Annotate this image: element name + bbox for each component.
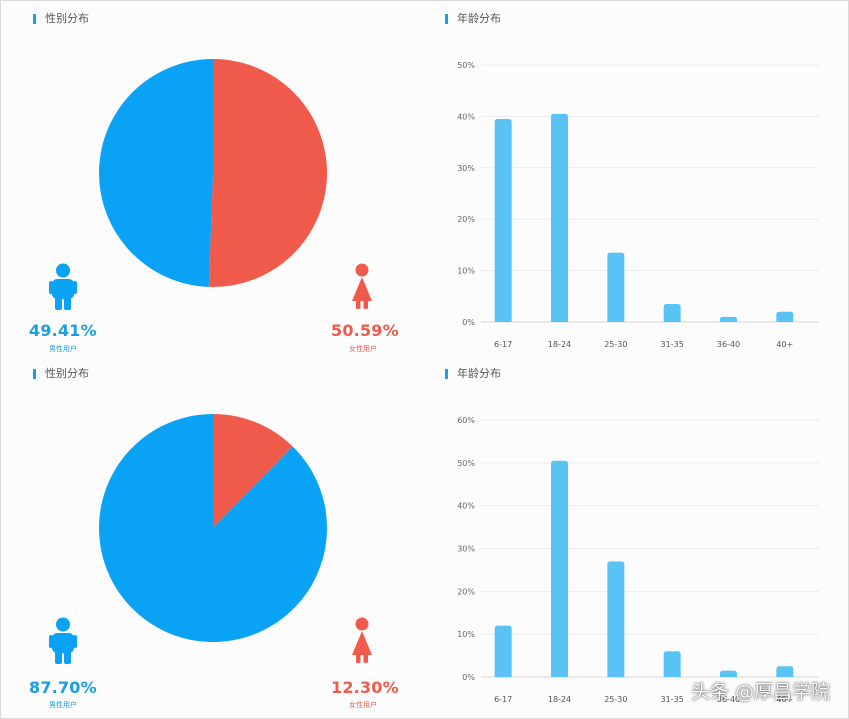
y-tick-label: 50%	[457, 61, 475, 70]
x-tick-label: 18-24	[548, 695, 571, 704]
female-user-icon	[352, 263, 372, 309]
watermark-text: 头条 @厚昌学院	[690, 681, 830, 703]
gender-panel-title: 性别分布	[33, 13, 89, 25]
female-percentage-2: 12.30%	[331, 678, 399, 697]
gender-panel-title-2: 性别分布	[33, 368, 89, 380]
gender-pie-chart	[98, 59, 327, 287]
x-tick-label: 36-40	[717, 340, 740, 349]
y-tick-label: 20%	[457, 215, 475, 224]
y-tick-label: 0%	[462, 318, 475, 327]
bar-36-40	[720, 670, 737, 677]
y-tick-label: 30%	[457, 164, 475, 173]
bar-31-35	[663, 651, 681, 677]
y-tick-label: 40%	[457, 112, 475, 121]
pie-slice-female	[208, 59, 327, 287]
x-tick-label: 40+	[776, 340, 793, 349]
pie-slice-female	[213, 414, 293, 528]
bar-6-17	[494, 118, 512, 322]
male-percentage: 49.41%	[29, 321, 97, 340]
bar-6-17	[494, 625, 512, 677]
female-label: 女性用户	[349, 345, 377, 353]
pie-slice-male	[98, 414, 327, 642]
x-tick-label: 40+	[776, 695, 793, 704]
male-user-icon	[49, 263, 77, 310]
y-tick-label: 10%	[457, 630, 475, 639]
male-percentage-2: 87.70%	[29, 678, 97, 697]
bar-40+	[776, 666, 794, 677]
bar-18-24	[551, 113, 568, 322]
bar-25-30	[607, 252, 625, 322]
x-tick-label: 6-17	[494, 340, 512, 349]
x-tick-label: 6-17	[494, 695, 512, 704]
age-bar-chart: 0% 10% 20% 30% 40% 50% 6-17 18-24 25-30 31-35 36-4…	[457, 61, 819, 349]
bar-18-24	[551, 460, 568, 677]
y-tick-label: 50%	[457, 459, 475, 468]
pie-slice-male	[98, 59, 213, 287]
bar-25-30	[607, 561, 625, 677]
male-user-icon-2	[49, 617, 77, 664]
bar-36-40	[720, 316, 737, 322]
female-percentage: 50.59%	[331, 321, 399, 340]
age-panel-title: 年龄分布	[445, 13, 501, 25]
y-tick-label: 20%	[457, 587, 475, 596]
x-tick-label: 18-24	[548, 340, 571, 349]
bar-31-35	[663, 304, 681, 322]
y-tick-label: 60%	[457, 416, 475, 425]
y-tick-label: 30%	[457, 545, 475, 554]
age-panel-title-2: 年龄分布	[445, 368, 501, 380]
x-tick-label: 25-30	[604, 695, 627, 704]
y-tick-label: 40%	[457, 502, 475, 511]
x-tick-label: 25-30	[604, 340, 627, 349]
male-label: 男性用户	[49, 345, 77, 353]
y-tick-label: 10%	[457, 267, 475, 276]
female-label-2: 女性用户	[349, 701, 377, 709]
gender-pie-chart-2	[98, 414, 327, 642]
age-bar-chart-2: 0% 10% 20% 30% 40% 50% 60% 6-17 18-24 25-30 31-35 3…	[457, 416, 819, 704]
y-tick-label: 0%	[462, 673, 475, 682]
x-tick-label: 36-40	[717, 695, 740, 704]
x-tick-label: 31-35	[661, 695, 684, 704]
bar-40+	[776, 311, 794, 322]
male-label-2: 男性用户	[49, 701, 77, 709]
female-user-icon-2	[352, 617, 372, 663]
x-tick-label: 31-35	[661, 340, 684, 349]
